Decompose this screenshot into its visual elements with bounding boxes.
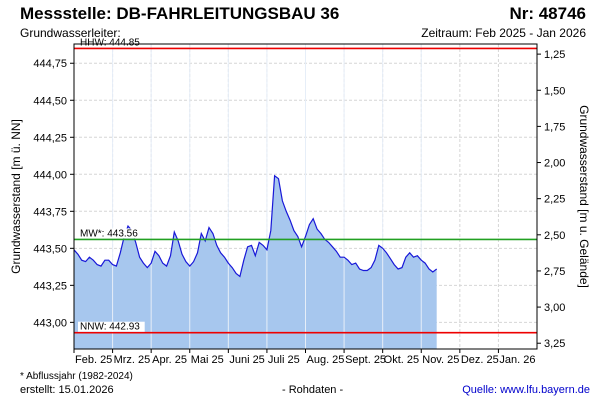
aquifer-label: Grundwasserleiter: xyxy=(20,26,121,40)
series-area xyxy=(73,44,438,349)
axis-ticks: 443,00 443,25 443,50 443,75 444,00 444,25 444,… xyxy=(33,49,565,366)
y-axis-label-right: Grundwasserstand [m u. Gelände] xyxy=(577,105,591,288)
reference-label-bg-mw xyxy=(78,228,145,239)
y-tick-label: 444,25 xyxy=(33,132,67,144)
series-area-fill xyxy=(74,175,437,349)
y2-tick-label: 2,00 xyxy=(544,158,565,170)
x-tick-label: Feb. 25 xyxy=(75,354,112,366)
y-tick-label: 443,75 xyxy=(33,206,67,218)
y-tick-label: 443,50 xyxy=(33,243,67,255)
y2-tick-label: 3,00 xyxy=(544,302,565,314)
x-tick-label: Dez. 25 xyxy=(461,354,499,366)
reference-label-bg-hhw xyxy=(78,37,145,48)
y2-tick-label: 2,50 xyxy=(544,230,565,242)
y-tick-label: 444,00 xyxy=(33,169,67,181)
reference-label-nnw: NNW: 442.93 xyxy=(80,322,140,333)
x-tick-label: Sept. 25 xyxy=(345,354,386,366)
x-tick-label: Mrz. 25 xyxy=(114,354,151,366)
station-number: Nr: 48746 xyxy=(509,4,586,23)
y2-tick-label: 1,50 xyxy=(544,85,565,97)
x-tick-label: Juni 25 xyxy=(229,354,264,366)
created-date: erstellt: 15.01.2026 xyxy=(20,384,114,396)
source-link[interactable]: Quelle: www.lfu.bayern.de xyxy=(462,384,590,396)
period-label: Zeitraum: Feb 2025 - Jan 2026 xyxy=(421,26,586,40)
x-tick-label: Okt. 25 xyxy=(384,354,419,366)
raw-data-label: - Rohdaten - xyxy=(282,384,344,396)
x-tick-label: Apr. 25 xyxy=(152,354,187,366)
y2-tick-label: 2,75 xyxy=(544,266,565,278)
x-tick-label: Juli 25 xyxy=(268,354,300,366)
reference-label-bg-nnw xyxy=(78,321,145,332)
y-axis-label-left: Grundwasserstand [m ü. NN] xyxy=(9,119,23,274)
y-tick-label: 443,00 xyxy=(33,317,67,329)
series-line xyxy=(73,174,438,278)
y-tick-label: 444,50 xyxy=(33,95,67,107)
station-title: Messstelle: DB-FAHRLEITUNGSBAU 36 xyxy=(20,4,340,23)
reference-lines: HHW: 444.85 MW*: 443.56 NNW: 442.93 xyxy=(74,37,537,334)
y2-tick-label: 2,25 xyxy=(544,194,565,206)
y2-tick-label: 3,25 xyxy=(544,338,565,350)
x-tick-label: Jan. 26 xyxy=(499,354,535,366)
x-tick-label: Mai 25 xyxy=(191,354,224,366)
y2-tick-label: 1,25 xyxy=(544,49,565,61)
y2-tick-label: 1,75 xyxy=(544,121,565,133)
reference-label-hhw: HHW: 444.85 xyxy=(80,37,140,48)
y-tick-label: 444,75 xyxy=(33,58,67,70)
x-tick-label: Aug. 25 xyxy=(307,354,345,366)
reference-label-mw: MW*: 443.56 xyxy=(80,228,138,239)
footnote: * Abflussjahr (1982-2024) xyxy=(20,371,133,382)
x-tick-label: Nov. 25 xyxy=(422,354,459,366)
y-tick-label: 443,25 xyxy=(33,280,67,292)
